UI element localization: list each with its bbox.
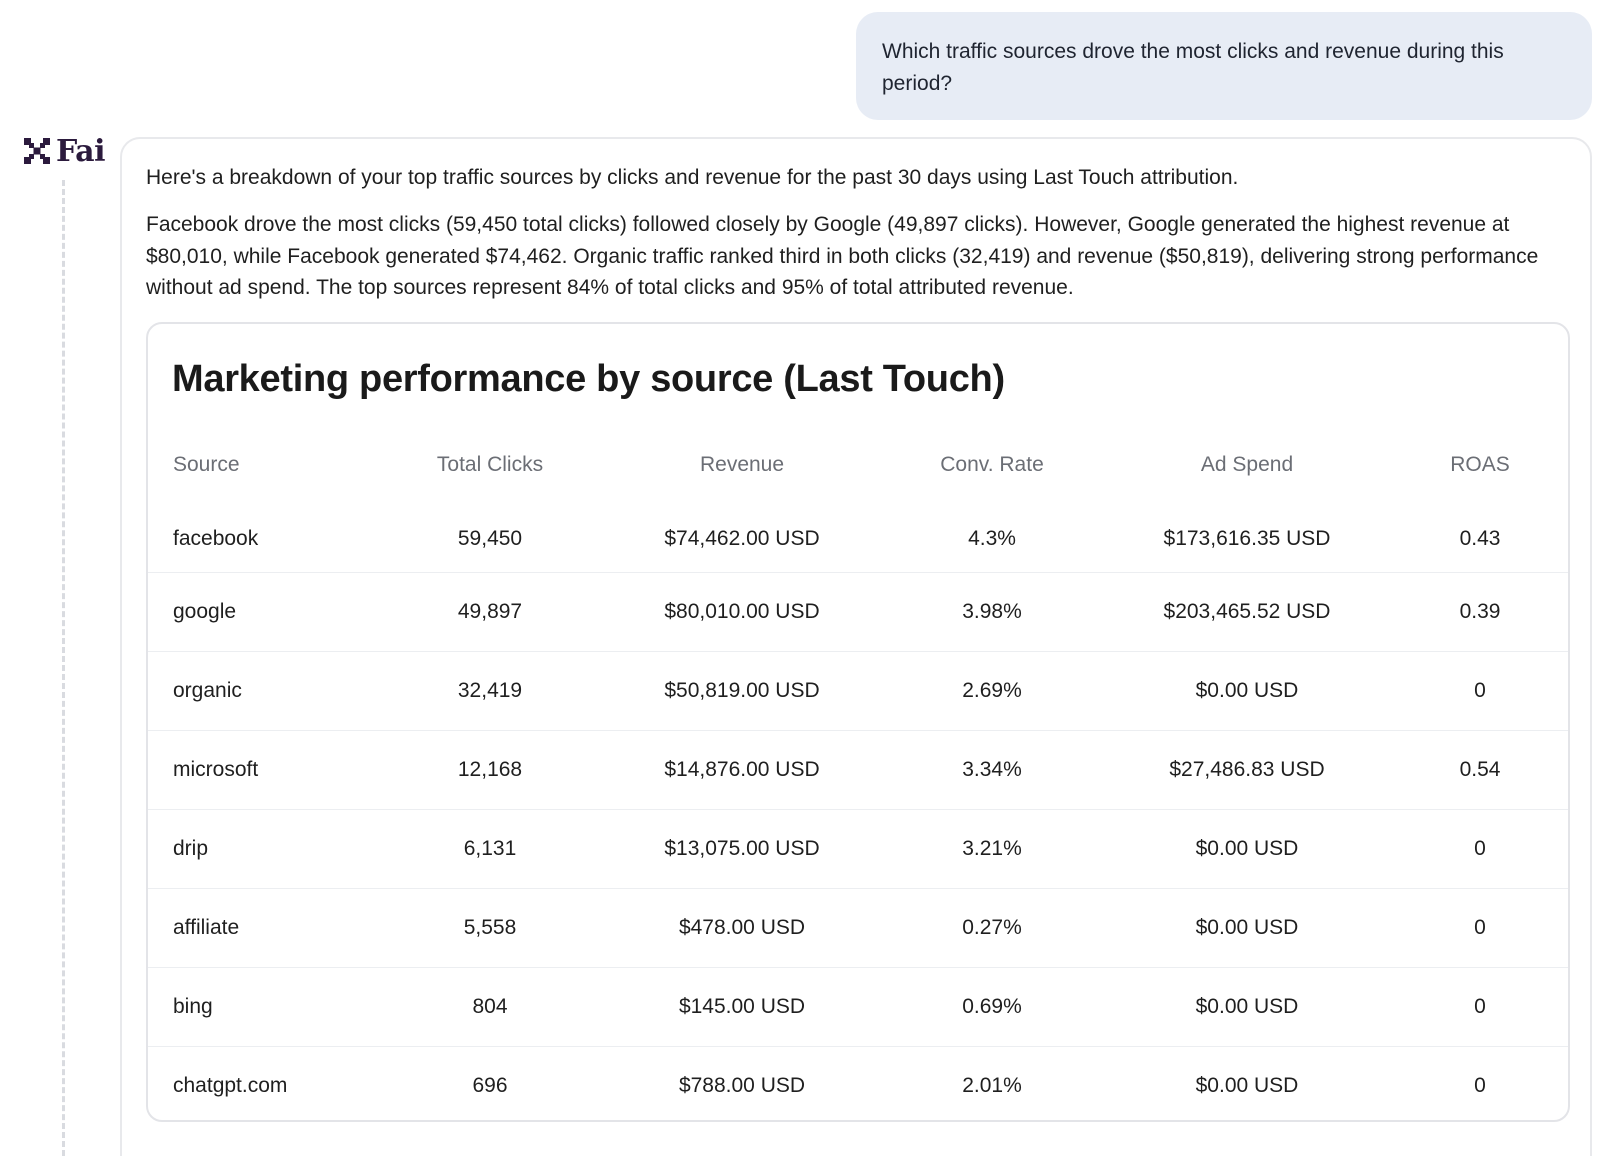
performance-table: Source Total Clicks Revenue Conv. Rate A… (148, 424, 1568, 1120)
table-row: affiliate 5,558 $478.00 USD 0.27% $0.00 … (148, 887, 1568, 967)
table-cell: 696 (378, 1045, 602, 1120)
table-cell: 32,419 (378, 650, 602, 730)
table-cell: $0.00 USD (1102, 808, 1392, 888)
table-cell: 3.21% (882, 808, 1102, 888)
column-header: Revenue (699, 453, 785, 476)
column-header: ROAS (1450, 453, 1510, 476)
performance-table-card: Marketing performance by source (Last To… (146, 322, 1570, 1122)
brand-name: Fai (56, 133, 106, 169)
table-cell: 0.39 (1392, 571, 1568, 651)
table-cell: $27,486.83 USD (1102, 729, 1392, 809)
table-cell: $0.00 USD (1102, 887, 1392, 967)
table-cell: 0.69% (882, 966, 1102, 1046)
x-grid-logo-icon (24, 138, 50, 164)
table-cell: $14,876.00 USD (602, 729, 882, 809)
table-cell: 59,450 (457, 526, 523, 550)
table-cell: chatgpt.com (148, 1045, 378, 1120)
table-cell: $50,819.00 USD (602, 650, 882, 730)
table-cell: $0.00 USD (1102, 966, 1392, 1046)
table-cell: $203,465.52 USD (1102, 571, 1392, 651)
table-cell: $13,075.00 USD (602, 808, 882, 888)
user-message-bubble: Which traffic sources drove the most cli… (856, 12, 1592, 120)
assistant-summary: Facebook drove the most clicks (59,450 t… (146, 213, 1539, 299)
table-cell: 6,131 (378, 808, 602, 888)
table-cell: organic (148, 650, 378, 730)
column-header: Source (173, 453, 240, 476)
table-cell: 5,558 (378, 887, 602, 967)
table-cell: 2.01% (882, 1045, 1102, 1120)
table-row: chatgpt.com 696 $788.00 USD 2.01% $0.00 … (148, 1045, 1568, 1120)
table-cell: $788.00 USD (602, 1045, 882, 1120)
table-cell: $74,462.00 USD (664, 526, 820, 550)
table-cell: 0 (1392, 650, 1568, 730)
table-cell: 0.43 (1459, 526, 1501, 550)
table-cell: $145.00 USD (602, 966, 882, 1046)
user-message-text: Which traffic sources drove the most cli… (882, 40, 1504, 95)
column-header: Total Clicks (436, 453, 544, 476)
table-body: facebook 59,450 $74,462.00 USD 4.3% $173… (148, 506, 1568, 1120)
table-cell: $0.00 USD (1102, 1045, 1392, 1120)
table-cell: $173,616.35 USD (1163, 526, 1331, 550)
table-cell: 0 (1392, 887, 1568, 967)
table-cell: 804 (378, 966, 602, 1046)
table-header-row: Source Total Clicks Revenue Conv. Rate A… (148, 424, 1568, 506)
table-cell: 0.27% (882, 887, 1102, 967)
assistant-message-card: Here's a breakdown of your top traffic s… (120, 137, 1592, 1156)
table-cell: 3.34% (882, 729, 1102, 809)
table-cell: 3.98% (882, 571, 1102, 651)
column-header: Ad Spend (1200, 453, 1294, 476)
table-cell: $478.00 USD (602, 887, 882, 967)
assistant-intro: Here's a breakdown of your top traffic s… (146, 166, 1239, 189)
table-cell: 0 (1392, 1045, 1568, 1120)
table-cell: 4.3% (968, 526, 1016, 550)
table-cell: affiliate (148, 887, 378, 967)
table-cell: bing (148, 966, 378, 1046)
table-row: google 49,897 $80,010.00 USD 3.98% $203,… (148, 571, 1568, 651)
table-cell: $80,010.00 USD (602, 571, 882, 651)
column-header: Conv. Rate (940, 453, 1044, 476)
table-row: drip 6,131 $13,075.00 USD 3.21% $0.00 US… (148, 808, 1568, 888)
table-cell: 0 (1392, 808, 1568, 888)
thread-connector (62, 180, 65, 1156)
brand-logo: Fai (24, 133, 106, 169)
table-cell: 12,168 (378, 729, 602, 809)
table-cell: 0 (1392, 966, 1568, 1046)
table-cell: 0.54 (1392, 729, 1568, 809)
table-cell: $0.00 USD (1102, 650, 1392, 730)
table-row: microsoft 12,168 $14,876.00 USD 3.34% $2… (148, 729, 1568, 809)
table-cell: 2.69% (882, 650, 1102, 730)
table-title: Marketing performance by source (Last To… (172, 358, 1005, 400)
table-cell: google (148, 571, 378, 651)
table-row: facebook 59,450 $74,462.00 USD 4.3% $173… (148, 506, 1568, 572)
table-cell: facebook (173, 526, 259, 550)
table-row: organic 32,419 $50,819.00 USD 2.69% $0.0… (148, 650, 1568, 730)
table-cell: microsoft (148, 729, 378, 809)
table-cell: drip (148, 808, 378, 888)
table-row: bing 804 $145.00 USD 0.69% $0.00 USD 0 (148, 966, 1568, 1046)
table-cell: 49,897 (378, 571, 602, 651)
